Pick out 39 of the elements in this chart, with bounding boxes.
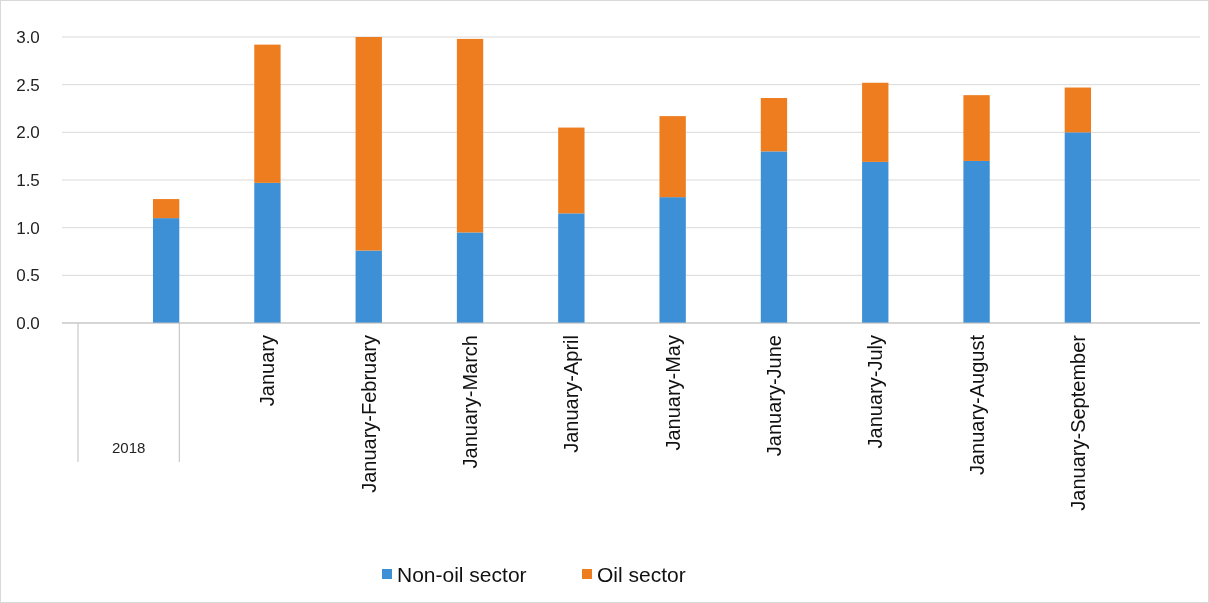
- y-tick-label: 0.0: [16, 313, 40, 333]
- bar: [760, 151, 788, 323]
- bar: [254, 44, 281, 183]
- legend-label: Non-oil sector: [397, 563, 527, 587]
- bar: [558, 127, 585, 214]
- x-tick-label: January-May: [661, 335, 684, 451]
- x-tick-label: January-June: [762, 335, 785, 457]
- y-tick-label: 1.5: [16, 170, 40, 190]
- bar: [862, 82, 889, 162]
- bar: [862, 161, 889, 323]
- bar: [963, 95, 990, 161]
- x-tick-label: January-March: [459, 335, 482, 469]
- x-tick-label: January: [256, 335, 279, 407]
- bar: [355, 37, 382, 251]
- bar: [1064, 132, 1092, 323]
- bar: [152, 199, 180, 219]
- y-tick-label: 2.5: [16, 75, 40, 95]
- x-tick-label: January-February: [357, 335, 380, 493]
- bar: [456, 232, 484, 323]
- x-tick-label: January-September: [1066, 334, 1089, 511]
- bar: [963, 160, 990, 323]
- x-tick-label: January-August: [965, 334, 988, 476]
- y-tick-label: 2.0: [16, 123, 40, 143]
- bar: [152, 218, 180, 323]
- y-tick-label: 1.0: [16, 218, 40, 238]
- bar: [760, 98, 788, 152]
- bar: [659, 116, 686, 198]
- bar: [456, 38, 484, 233]
- legend-label: Oil sector: [597, 563, 686, 587]
- bar: [659, 197, 686, 323]
- bar: [254, 182, 281, 323]
- x-tick-label: January-April: [560, 335, 583, 453]
- bar: [355, 250, 382, 323]
- y-tick-label: 3.0: [16, 27, 40, 47]
- bar: [1064, 87, 1092, 133]
- text: 2018: [111, 439, 146, 456]
- x-tick-label: January-July: [864, 335, 887, 449]
- bar: [558, 213, 585, 323]
- y-tick-label: 0.5: [16, 266, 40, 286]
